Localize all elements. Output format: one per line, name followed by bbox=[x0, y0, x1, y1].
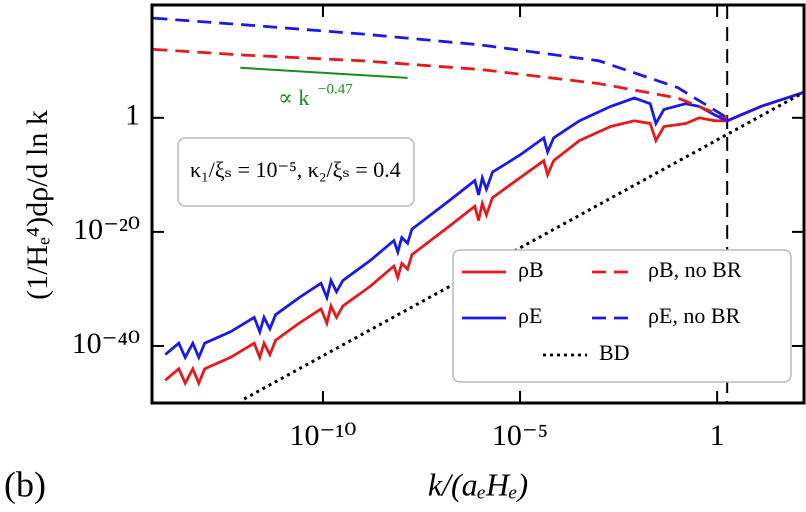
y-axis-label: (1/Hₑ⁴)dρ/d ln k bbox=[21, 110, 54, 300]
series-line bbox=[164, 90, 804, 387]
series-line bbox=[153, 16, 728, 119]
guide-line bbox=[240, 66, 408, 79]
legend-label: ρB, no BR bbox=[648, 257, 742, 282]
legend-box bbox=[452, 249, 792, 383]
series-line bbox=[164, 90, 804, 362]
legend-label: ρB bbox=[518, 257, 544, 282]
x-tick-label: 10⁻⁵ bbox=[492, 419, 548, 452]
plot-frame bbox=[150, 3, 806, 405]
y-tick-label: 10⁻²⁰ bbox=[73, 213, 140, 246]
annotation-box bbox=[177, 137, 415, 207]
y-tick-label: 1 bbox=[125, 99, 140, 132]
annotation: κ₁/ξₛ = 10⁻⁵, κ₂/ξₛ = 0.4 bbox=[190, 157, 401, 182]
series-line bbox=[243, 90, 804, 401]
legend-label: ρE, no BR bbox=[648, 303, 741, 328]
guide-label: ∝ k bbox=[278, 85, 309, 110]
legend-label: ρE bbox=[518, 303, 542, 328]
plot-area bbox=[153, 5, 804, 403]
guide-exponent: −0.47 bbox=[318, 81, 353, 97]
x-tick-label: 1 bbox=[710, 419, 725, 452]
legend-label: BD bbox=[599, 340, 630, 365]
series-line bbox=[153, 48, 728, 120]
x-axis-label: k/(aₑHₑ) bbox=[428, 466, 528, 502]
y-tick-label: 10⁻⁴⁰ bbox=[72, 327, 140, 360]
x-tick-label: 10⁻¹⁰ bbox=[290, 419, 357, 452]
panel-label: (b) bbox=[4, 464, 46, 504]
